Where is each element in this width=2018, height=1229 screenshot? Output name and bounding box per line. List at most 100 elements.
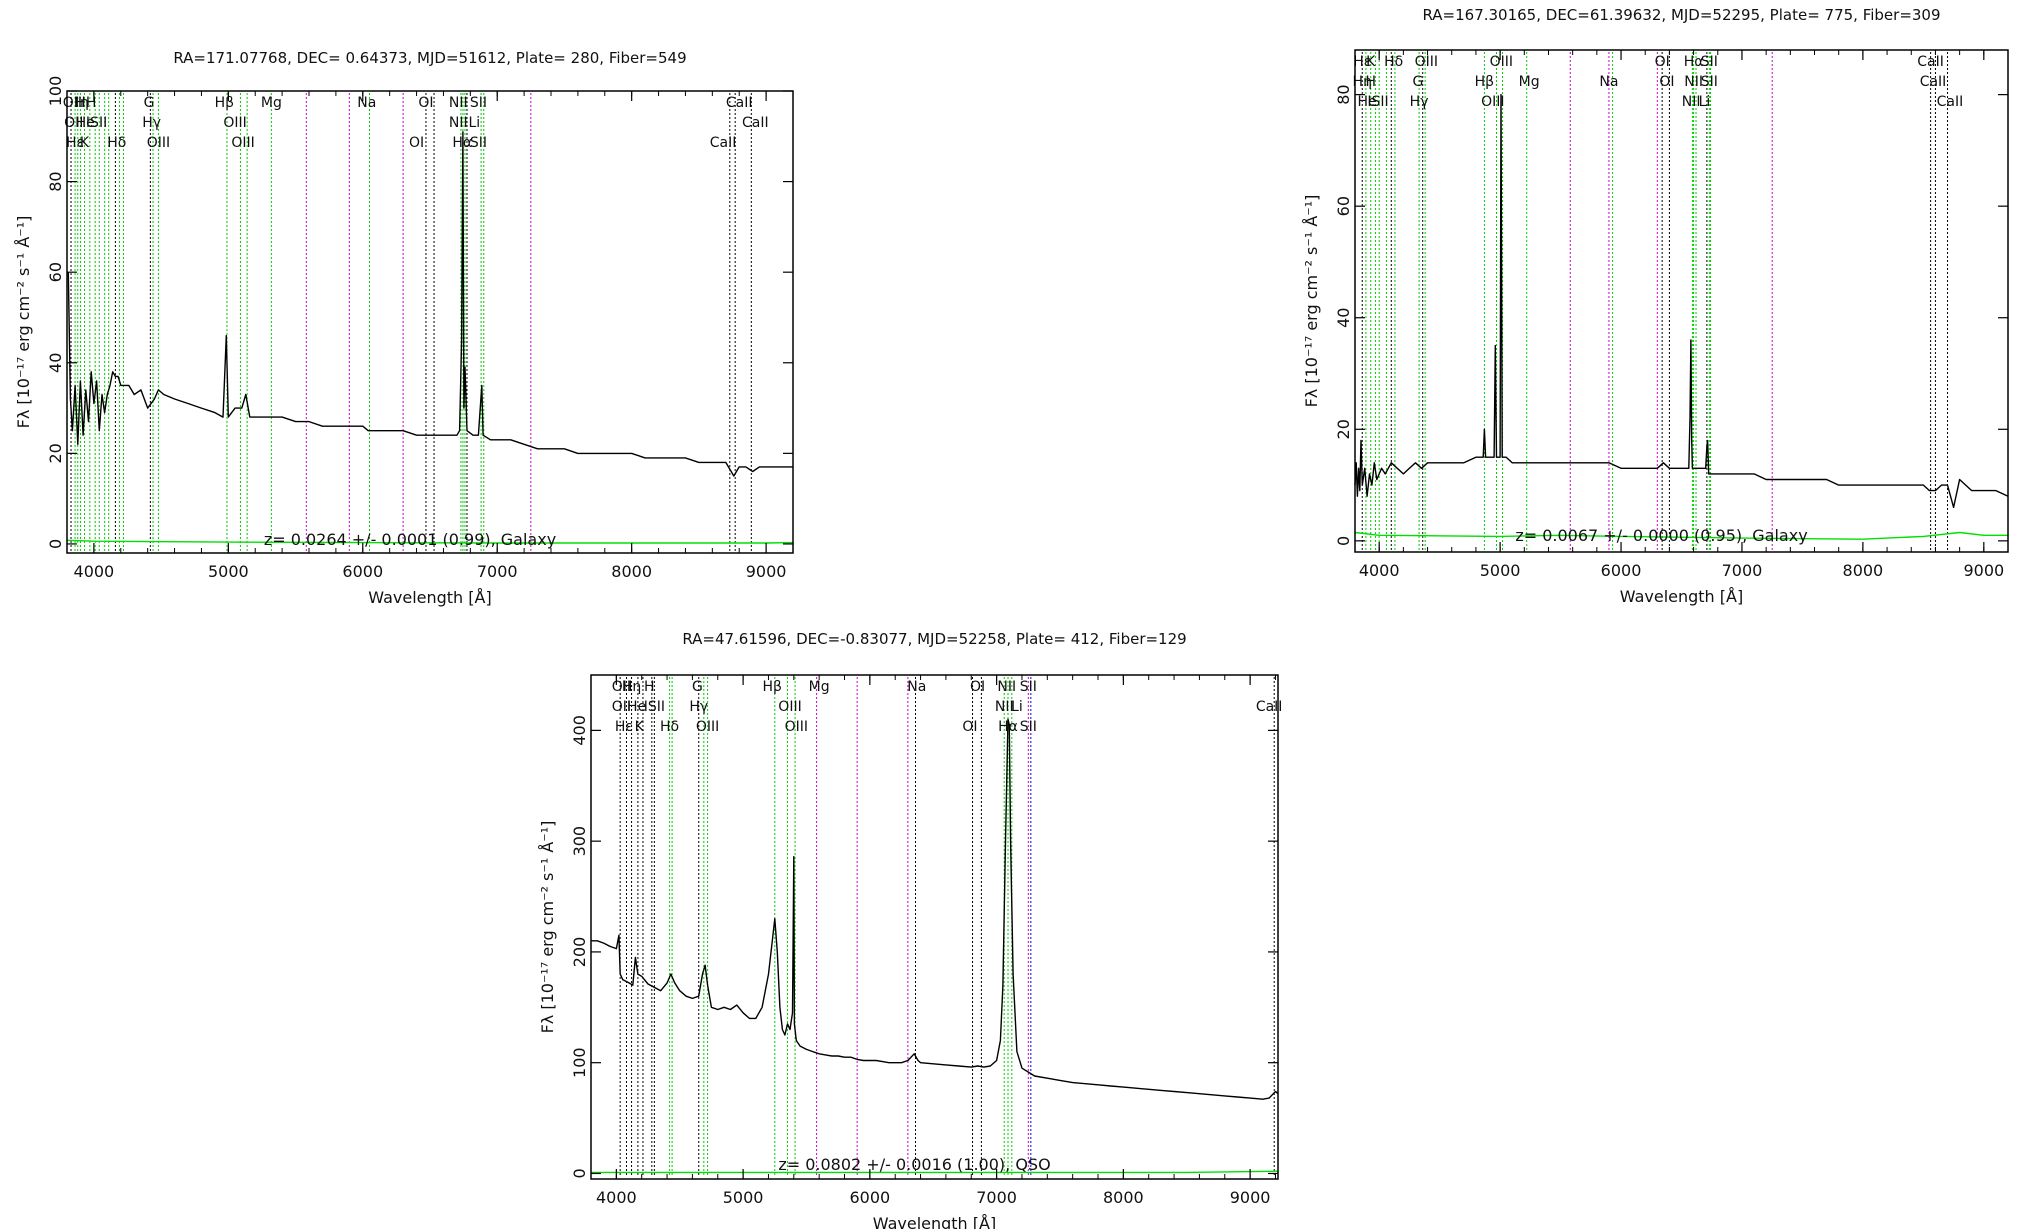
chart-title: RA=167.30165, DEC=61.39632, MJD=52295, P…	[1422, 6, 1940, 24]
spectral-line-label: OII	[612, 699, 631, 715]
spectral-line-label: H	[86, 95, 97, 111]
spectral-line-label: SII	[1701, 54, 1718, 70]
spectral-line-label: NII	[449, 115, 468, 131]
error-series	[66, 539, 794, 544]
y-tick-label: 60	[1334, 196, 1353, 216]
spectral-line-label: Li	[1699, 94, 1711, 110]
spectral-line-label: CaII	[1937, 94, 1964, 110]
spectral-line-label: SII	[1020, 679, 1037, 695]
spectral-line-label: Hβ	[1475, 74, 1494, 90]
spectral-line-label: ISII	[644, 699, 665, 715]
spectral-line-label: OI	[970, 679, 985, 695]
flux-series	[67, 131, 793, 477]
spectral-line-label: CaII	[1917, 54, 1944, 70]
spectral-line-label: CaII	[1920, 74, 1947, 90]
spectral-line-label: Hη	[622, 679, 641, 695]
spectral-line-label: Mg	[809, 679, 830, 695]
x-tick-label: 8000	[1103, 1188, 1144, 1207]
y-tick-label: 80	[46, 171, 65, 191]
spectral-line-label: G	[144, 95, 155, 111]
spectral-line-label: Hγ	[689, 699, 708, 715]
spectral-line-label: Hβ	[215, 95, 234, 111]
spectral-line-label: NII	[1682, 94, 1701, 110]
x-tick-label: 8000	[611, 562, 652, 581]
x-tick-label: 9000	[1963, 561, 2004, 580]
spectral-line-label: Na	[907, 679, 926, 695]
spectral-line-label: G	[692, 679, 703, 695]
x-tick-label: 4000	[74, 562, 115, 581]
y-axis-label: Fλ [10⁻¹⁷ erg cm⁻² s⁻¹ Å⁻¹]	[538, 821, 557, 1034]
spectral-line-label: Hβ	[763, 679, 782, 695]
redshift-annotation: z= 0.0264 +/- 0.0001 (0.99), Galaxy	[264, 530, 556, 549]
spectral-line-label: Hε	[615, 719, 633, 735]
spectral-line-label: CaII	[1256, 699, 1283, 715]
plot-frame	[66, 90, 794, 554]
redshift-annotation: z= 0.0067 +/- 0.0000 (0.95), Galaxy	[1515, 526, 1807, 545]
plot-frame	[590, 674, 1279, 1180]
spectral-line-label: CaII	[710, 135, 737, 151]
spectral-line-label: Hγ	[142, 115, 161, 131]
y-tick-label: 200	[570, 937, 589, 968]
x-tick-label: 4000	[596, 1188, 637, 1207]
y-tick-label: 40	[46, 353, 65, 373]
spectral-line-label: OI	[1655, 54, 1670, 70]
spectral-line-label: Hε	[1353, 54, 1371, 70]
x-axis-label: Wavelength [Å]	[368, 588, 491, 607]
spectrum-chart-2: RA=167.30165, DEC=61.39632, MJD=52295, P…	[1302, 6, 2009, 606]
spectral-line-label: K	[80, 135, 90, 151]
spectral-line-label: ISII	[1367, 94, 1388, 110]
spectral-line-label: H	[75, 95, 86, 111]
y-axis-label: Fλ [10⁻¹⁷ erg cm⁻² s⁻¹ Å⁻¹]	[14, 216, 33, 429]
y-tick-label: 0	[570, 1168, 589, 1178]
y-tick-label: 100	[570, 1047, 589, 1078]
spectral-line-label: Hε	[66, 135, 84, 151]
x-axis-label: Wavelength [Å]	[873, 1214, 996, 1229]
spectral-line-label: SII	[1020, 719, 1037, 735]
plot-frame	[1354, 49, 2009, 553]
redshift-annotation: z= 0.0802 +/- 0.0016 (1.00), QSO	[778, 1155, 1050, 1174]
x-tick-label: 6000	[1601, 561, 1642, 580]
spectral-line-label: NII	[997, 679, 1016, 695]
x-tick-label: 6000	[342, 562, 383, 581]
x-tick-label: 8000	[1843, 561, 1884, 580]
spectral-line-label: Na	[1599, 74, 1618, 90]
spectral-line-label: OIII	[696, 719, 719, 735]
spectral-line-label: OIII	[785, 719, 808, 735]
spectral-line-label: SII	[470, 95, 487, 111]
spectral-line-label: Hγ	[1410, 94, 1429, 110]
spectral-line-label: K	[1366, 54, 1376, 70]
error-series	[1354, 531, 2008, 540]
spectral-line-label: SII	[470, 135, 487, 151]
spectral-line-label: G	[1412, 74, 1423, 90]
x-tick-label: 7000	[1722, 561, 1763, 580]
x-tick-label: 9000	[746, 562, 787, 581]
spectral-line-label: H	[644, 679, 655, 695]
x-tick-label: 7000	[976, 1188, 1017, 1207]
y-tick-label: 400	[570, 715, 589, 746]
x-axis-label: Wavelength [Å]	[1620, 587, 1743, 606]
spectral-line-label: OI	[409, 135, 424, 151]
spectral-line-label: Hδ	[107, 135, 126, 151]
x-tick-label: 6000	[849, 1188, 890, 1207]
error-series	[591, 1170, 1279, 1174]
spectral-line-label: OI	[418, 95, 433, 111]
spectral-line-label: H	[1365, 74, 1376, 90]
spectral-line-label: OIII	[231, 135, 254, 151]
spectral-line-label: OIII	[1415, 54, 1438, 70]
y-tick-label: 80	[1334, 84, 1353, 104]
y-tick-label: 60	[46, 262, 65, 282]
y-tick-label: 0	[1334, 536, 1353, 546]
flux-series	[1354, 93, 2009, 509]
x-tick-label: 5000	[1480, 561, 1521, 580]
spectral-line-label: η	[80, 95, 89, 111]
spectrum-chart-3: RA=47.61596, DEC=-0.83077, MJD=52258, Pl…	[538, 630, 1282, 1229]
x-tick-label: 9000	[1230, 1188, 1271, 1207]
spectral-line-label: OIII	[223, 115, 246, 131]
spectral-line-label: Hδ	[660, 719, 679, 735]
spectral-line-label: OII	[64, 115, 83, 131]
spectral-line-label: Mg	[1519, 74, 1540, 90]
spectral-line-label: Hδ	[1384, 54, 1403, 70]
spectral-line-label: Hη	[1353, 74, 1372, 90]
spectral-line-label: CaII	[726, 95, 753, 111]
